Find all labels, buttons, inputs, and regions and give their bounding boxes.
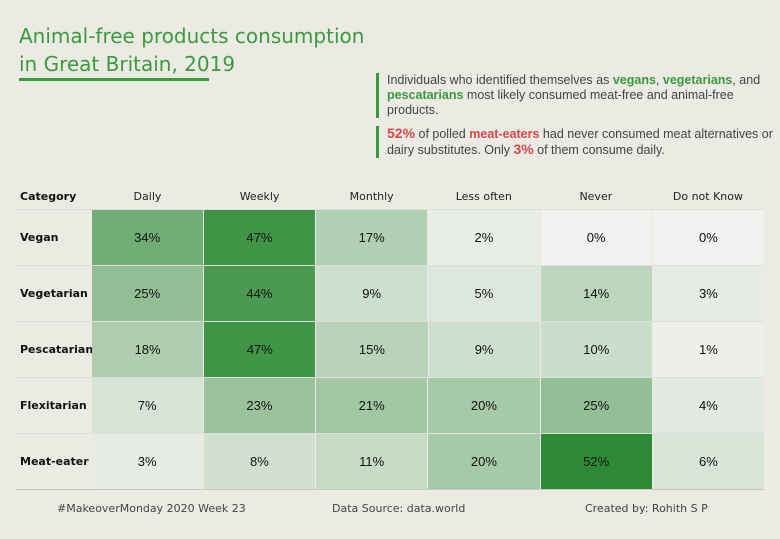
heatmap-cell: 7% xyxy=(91,378,203,433)
column-header: Never xyxy=(579,189,613,203)
note2-pct52: 52% xyxy=(387,125,416,141)
heatmap-cell: 17% xyxy=(316,210,428,265)
heatmap-cell: 21% xyxy=(316,378,428,433)
title-underline xyxy=(19,78,209,81)
note1-comma: , xyxy=(655,73,663,87)
column-header: Weekly xyxy=(239,189,280,203)
footer-source: Data Source: data.world xyxy=(332,502,466,515)
chart-title-line1: Animal-free products consumption xyxy=(19,24,365,48)
heatmap-cell: 44% xyxy=(203,266,316,321)
note1-text3: most likely consumed meat-free and anima… xyxy=(387,88,734,117)
heatmap-cell: 10% xyxy=(540,322,652,377)
heatmap-cell: 52% xyxy=(540,434,652,489)
column-header: Daily xyxy=(133,189,162,203)
row-label: Flexitarian xyxy=(20,399,87,412)
heatmap-cell: 34% xyxy=(91,210,203,265)
row-label: Vegetarian xyxy=(20,287,88,300)
note1-vegetarians: vegetarians xyxy=(662,73,733,87)
heatmap-cell: 18% xyxy=(92,322,204,377)
heatmap-cell: 3% xyxy=(91,434,203,489)
note1-pescatarians: pescatarians xyxy=(387,88,464,102)
note2-text3: of them consume daily. xyxy=(533,143,665,157)
heatmap-cell: 8% xyxy=(203,434,316,489)
note2-text2: had never consumed meat alternatives or … xyxy=(387,127,773,157)
note1-text1: Individuals who identified themselves as xyxy=(387,73,613,87)
heatmap-cell: 25% xyxy=(91,266,203,321)
heatmap-table: Category Daily Weekly Monthly Less often Nev… xyxy=(16,183,765,490)
heatmap-cell: 47% xyxy=(204,322,316,377)
note1-vegans: vegans xyxy=(612,73,656,87)
heatmap-cell: 9% xyxy=(316,266,428,321)
heatmap-cell: 9% xyxy=(428,322,540,377)
note2-pct3: 3% xyxy=(513,141,534,157)
note2-meat-eaters: meat-eaters xyxy=(469,127,540,141)
heatmap-cell: 20% xyxy=(428,434,540,489)
heatmap-cell: 4% xyxy=(652,378,765,433)
heatmap-cell: 14% xyxy=(540,266,652,321)
table-row: Vegan 34% 47% 17% 2% 0% 0% xyxy=(16,209,765,265)
heatmap-cell: 0% xyxy=(652,210,765,265)
column-header: Less often xyxy=(455,189,512,203)
heatmap-cell: 3% xyxy=(652,266,765,321)
heatmap-cell: 20% xyxy=(428,378,540,433)
annotation-diet-groups: Individuals who identified themselves as… xyxy=(376,73,779,118)
chart-title-line2: in Great Britain, 2019 xyxy=(19,52,236,76)
row-label: Meat-eater xyxy=(20,455,89,468)
heatmap-cell: 1% xyxy=(652,322,765,377)
header-category: Category xyxy=(20,189,77,203)
table-row: Meat-eater 3% 8% 11% 20% 52% 6% xyxy=(16,433,765,489)
row-label: Pescatarian xyxy=(20,343,94,356)
chart-title: Animal-free products consumption in Grea… xyxy=(19,22,364,78)
table-row: Pescatarian 18% 47% 15% 9% 10% 1% xyxy=(16,321,765,377)
footer-makeover: #MakeoverMonday 2020 Week 23 xyxy=(57,502,246,515)
table-row: Flexitarian 7% 23% 21% 20% 25% 4% xyxy=(16,377,765,433)
note1-text2: , and xyxy=(732,73,761,87)
heatmap-body: Vegan 34% 47% 17% 2% 0% 0% Vegetarian 25% 44% 9% 5%… xyxy=(16,209,765,489)
heatmap-cell: 5% xyxy=(428,266,540,321)
footer-credit: Created by: Rohith S P xyxy=(585,502,708,515)
heatmap-cell: 23% xyxy=(203,378,316,433)
table-bottom-border xyxy=(16,489,764,490)
column-header: Monthly xyxy=(349,189,394,203)
row-label: Vegan xyxy=(20,231,59,244)
heatmap-cell: 47% xyxy=(203,210,316,265)
note2-text1: of polled xyxy=(415,127,470,141)
heatmap-cell: 25% xyxy=(540,378,652,433)
heatmap-cell: 6% xyxy=(652,434,765,489)
heatmap-cell: 2% xyxy=(428,210,540,265)
heatmap-cell: 15% xyxy=(316,322,428,377)
table-row: Vegetarian 25% 44% 9% 5% 14% 3% xyxy=(16,265,765,321)
annotation-meat-eaters: 52% of polled meat-eaters had never cons… xyxy=(376,126,779,158)
heatmap-cell: 11% xyxy=(316,434,428,489)
heatmap-cell: 0% xyxy=(540,210,652,265)
header-row: Category Daily Weekly Monthly Less often Nev… xyxy=(16,183,764,209)
column-header: Do not Know xyxy=(672,189,743,203)
